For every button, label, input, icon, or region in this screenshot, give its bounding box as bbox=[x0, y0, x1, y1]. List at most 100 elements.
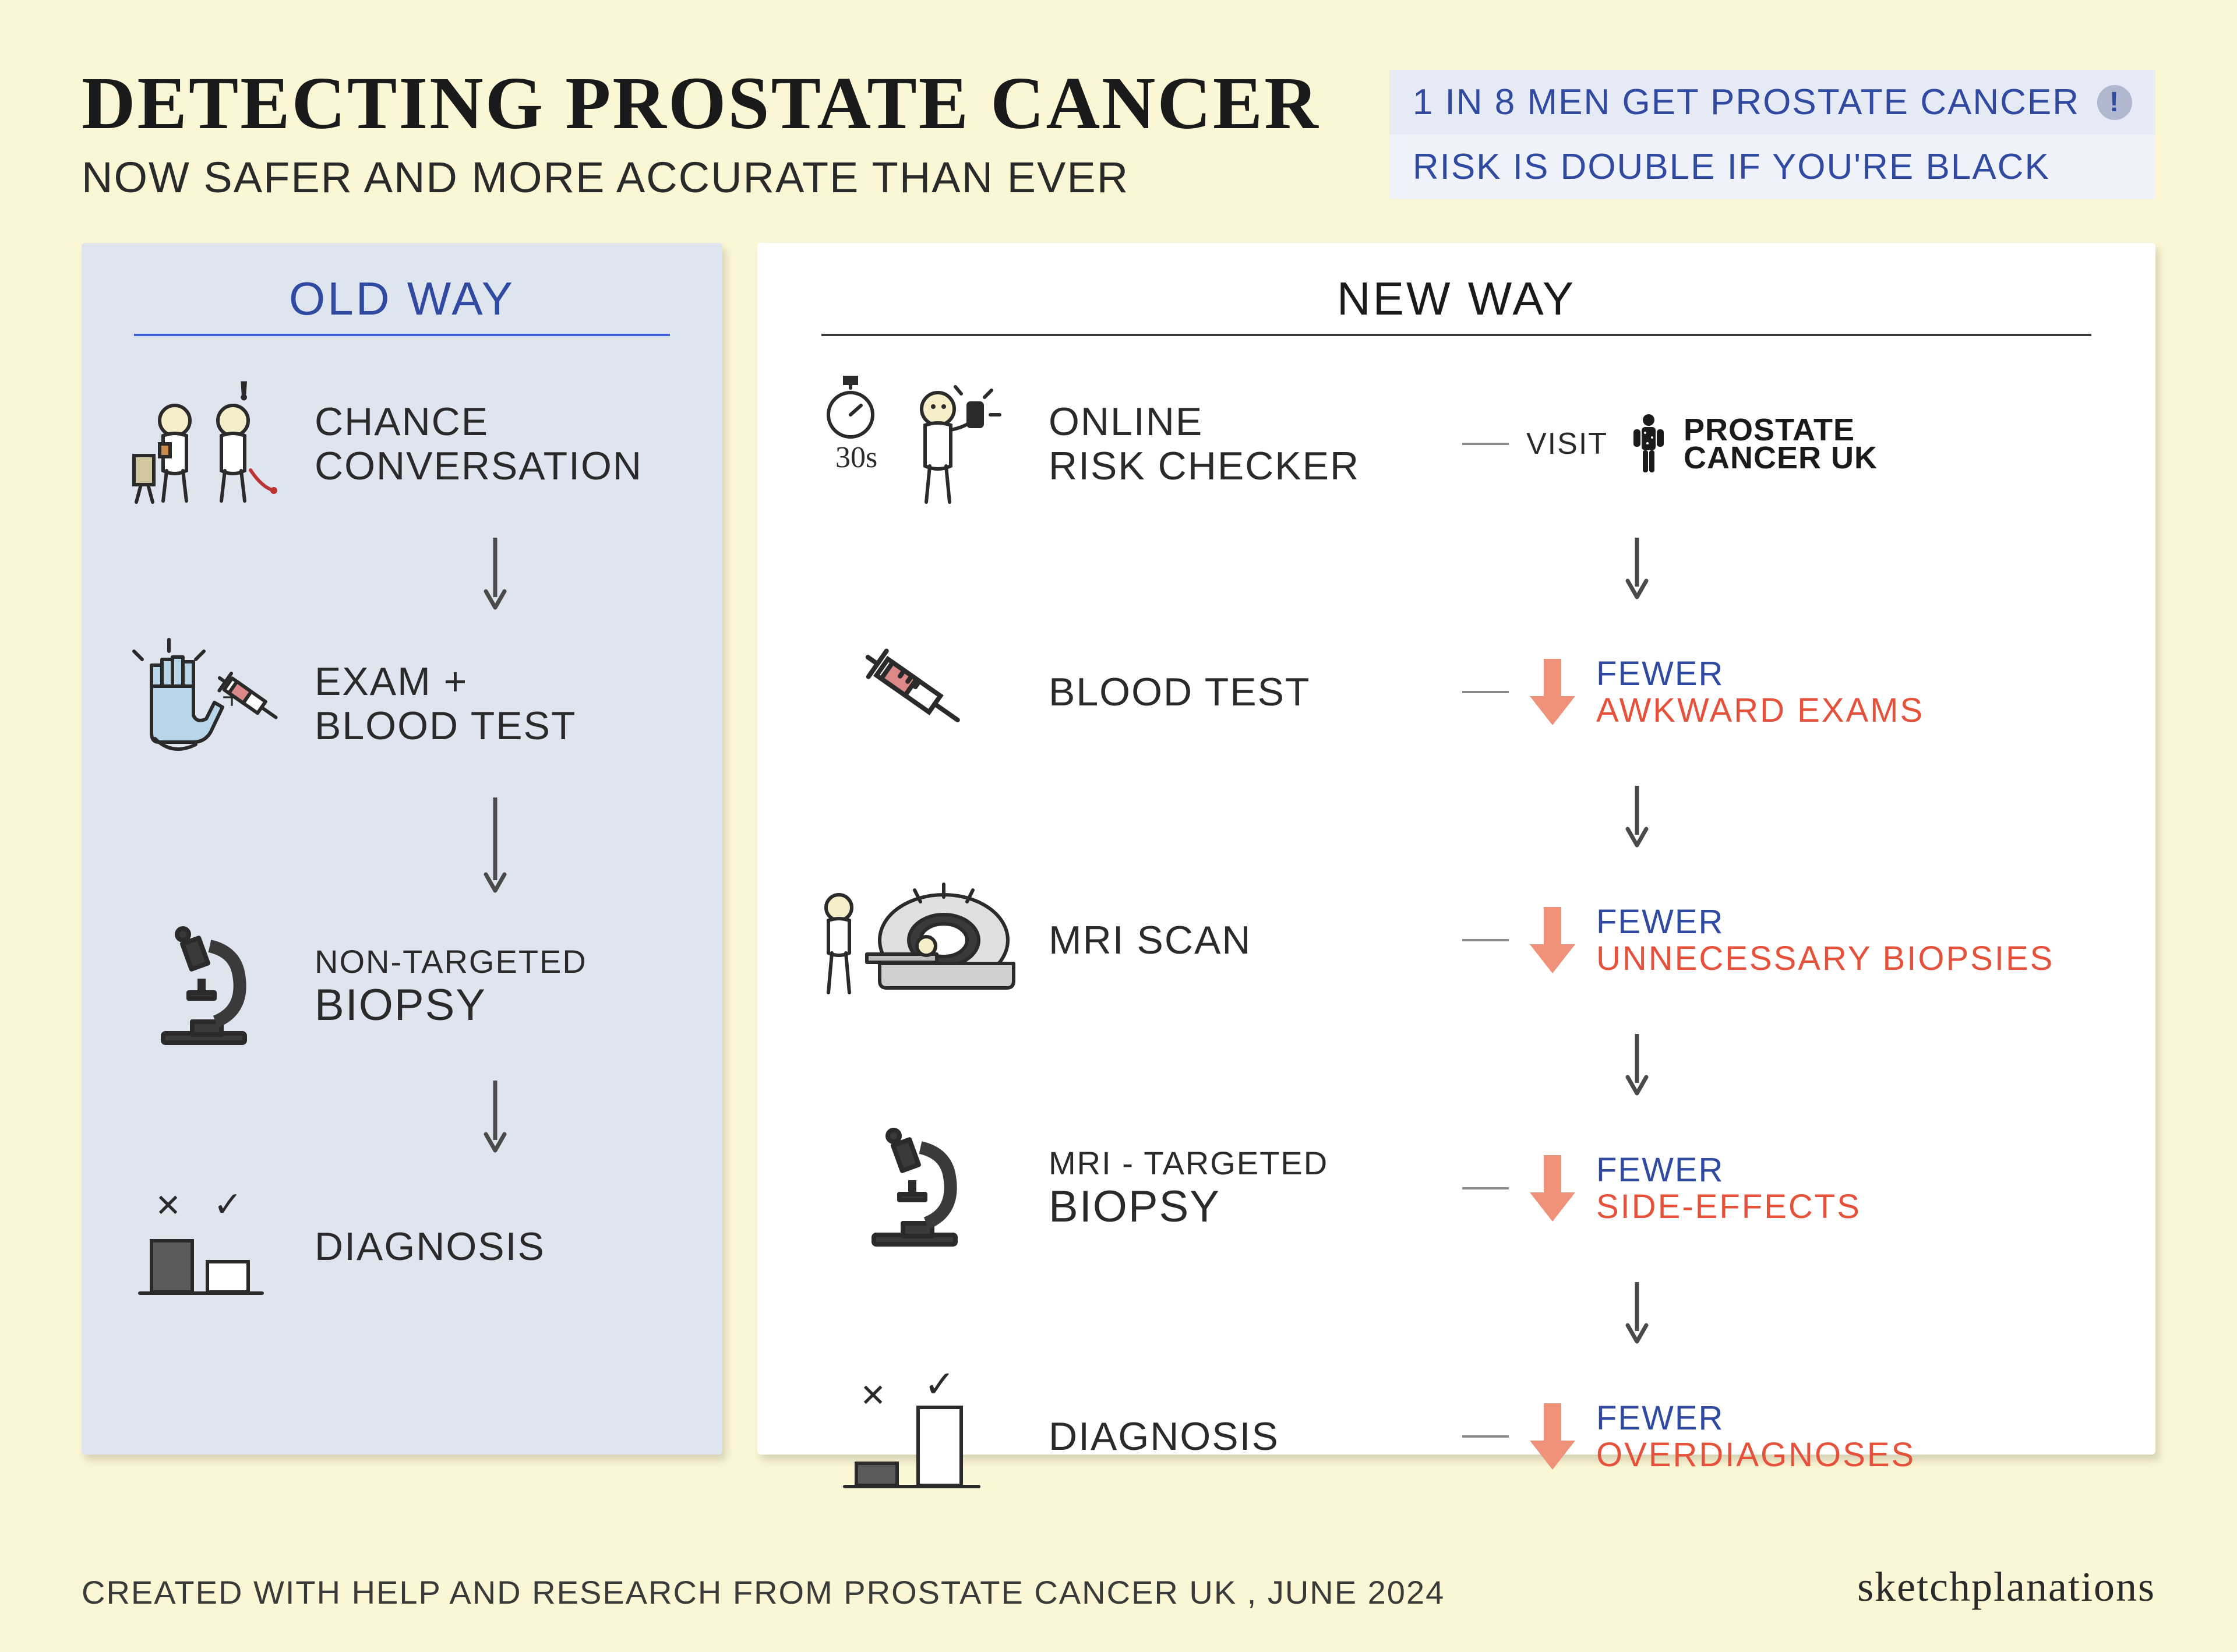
new-step-label: ONLINE RISK CHECKER bbox=[1049, 400, 1445, 488]
callout-text: 1 IN 8 MEN GET PROSTATE CANCER bbox=[1413, 82, 2080, 123]
label-line: NON-TARGETED bbox=[315, 944, 693, 980]
old-way-flow: ! CHANCE CONVERSATION bbox=[111, 359, 693, 1331]
old-way-title: OLD WAY bbox=[111, 272, 693, 326]
down-arrow-icon bbox=[1526, 1150, 1579, 1226]
new-step-biopsy: MRI - TARGETED BIOPSY FEWER SIDE-EFFECTS bbox=[798, 1104, 2115, 1273]
label-line: DIAGNOSIS bbox=[315, 1224, 545, 1269]
new-step-label: MRI SCAN bbox=[1049, 918, 1445, 962]
conversation-icon: ! bbox=[111, 380, 297, 508]
label-line: DIAGNOSIS bbox=[1049, 1414, 1279, 1459]
svg-text:✓: ✓ bbox=[213, 1188, 242, 1224]
benefit-fewer-overdiagnoses: FEWER OVERDIAGNOSES bbox=[1462, 1399, 2115, 1474]
old-step-exam: + bbox=[111, 619, 693, 788]
old-step-label: EXAM + BLOOD TEST bbox=[315, 659, 693, 748]
panels: OLD WAY bbox=[82, 243, 2155, 1455]
old-step-biopsy: NON-TARGETED BIOPSY bbox=[111, 902, 693, 1071]
svg-text:!: ! bbox=[240, 380, 248, 404]
callout-stat-1: 1 IN 8 MEN GET PROSTATE CANCER ! bbox=[1389, 70, 2155, 135]
old-step-label: NON-TARGETED BIOPSY bbox=[315, 944, 693, 1030]
flow-arrow-icon bbox=[478, 793, 513, 898]
flow-arrow-icon bbox=[1619, 533, 1654, 603]
label-line: BLOOD TEST bbox=[315, 704, 577, 748]
page: DETECTING PROSTATE CANCER NOW SAFER AND … bbox=[0, 0, 2237, 1652]
benefit-line2: UNNECESSARY BIOPSIES bbox=[1596, 940, 2054, 977]
bars-old-icon: ✕ ✓ bbox=[111, 1188, 297, 1305]
new-way-title: NEW WAY bbox=[798, 272, 2115, 326]
bars-new-icon: ✕ ✓ bbox=[798, 1372, 1031, 1501]
new-way-flow: 30s bbox=[798, 359, 2115, 1521]
label-line: BLOOD TEST bbox=[1049, 670, 1311, 714]
benefit-fewer-biopsies: FEWER UNNECESSARY BIOPSIES bbox=[1462, 902, 2115, 978]
syringe-icon bbox=[798, 640, 1031, 744]
new-step-blood-test: BLOOD TEST FEWER AWKWARD EXAMS bbox=[798, 608, 2115, 776]
old-step-label: CHANCE CONVERSATION bbox=[315, 400, 693, 488]
new-step-label: MRI - TARGETED BIOPSY bbox=[1049, 1145, 1445, 1231]
connector-dash bbox=[1462, 939, 1509, 941]
label-line: CHANCE bbox=[315, 400, 489, 444]
flow-arrow-icon bbox=[1619, 1029, 1654, 1099]
new-way-rule bbox=[821, 334, 2091, 336]
brand-line: CANCER UK bbox=[1684, 444, 1878, 472]
benefit-line2: AWKWARD EXAMS bbox=[1596, 692, 1924, 729]
connector-dash bbox=[1462, 1187, 1509, 1189]
benefit-fewer-exams: FEWER AWKWARD EXAMS bbox=[1462, 654, 2115, 730]
benefit-line2: OVERDIAGNOSES bbox=[1596, 1436, 1915, 1474]
callout-text: RISK IS DOUBLE IF YOU'RE BLACK bbox=[1413, 146, 2050, 188]
down-arrow-icon bbox=[1526, 1399, 1579, 1474]
connector-dash bbox=[1462, 691, 1509, 693]
header: DETECTING PROSTATE CANCER NOW SAFER AND … bbox=[82, 64, 2155, 202]
old-step-label: DIAGNOSIS bbox=[315, 1224, 693, 1269]
page-title: DETECTING PROSTATE CANCER bbox=[82, 64, 1354, 142]
benefit-line1: FEWER bbox=[1596, 1400, 1915, 1437]
brand-line: PROSTATE bbox=[1684, 416, 1878, 444]
old-step-conversation: ! CHANCE CONVERSATION bbox=[111, 359, 693, 528]
label-line: RISK CHECKER bbox=[1049, 444, 1360, 488]
new-step-risk-checker: 30s bbox=[798, 359, 2115, 528]
microscope-icon bbox=[798, 1124, 1031, 1252]
flow-arrow-icon bbox=[478, 533, 513, 615]
new-step-mri: MRI SCAN FEWER UNNECESSARY BIOPSIES bbox=[798, 856, 2115, 1025]
footer-signature: sketchplanations bbox=[1857, 1563, 2155, 1611]
page-subtitle: NOW SAFER AND MORE ACCURATE THAN EVER bbox=[82, 153, 1354, 202]
callout-stat-2: RISK IS DOUBLE IF YOU'RE BLACK bbox=[1389, 135, 2155, 199]
label-line: ONLINE bbox=[1049, 400, 1203, 444]
down-arrow-icon bbox=[1526, 654, 1579, 730]
microscope-icon bbox=[111, 923, 297, 1051]
label-line: CONVERSATION bbox=[315, 444, 643, 488]
flow-arrow-icon bbox=[1619, 1277, 1654, 1347]
footer-credit: CREATED WITH HELP AND RESEARCH FROM PROS… bbox=[82, 1573, 1445, 1611]
mri-icon bbox=[798, 876, 1031, 1004]
benefit-line2: SIDE-EFFECTS bbox=[1596, 1188, 1861, 1226]
time-label: 30s bbox=[835, 441, 877, 474]
visit-label: VISIT bbox=[1526, 426, 1608, 461]
label-line: MRI SCAN bbox=[1049, 918, 1251, 962]
footer: CREATED WITH HELP AND RESEARCH FROM PROS… bbox=[82, 1563, 2155, 1611]
svg-text:✕: ✕ bbox=[155, 1188, 181, 1223]
svg-text:✓: ✓ bbox=[924, 1372, 955, 1405]
label-line: EXAM + bbox=[315, 659, 468, 704]
brand-text: PROSTATE CANCER UK bbox=[1684, 416, 1878, 472]
connector-dash bbox=[1462, 1435, 1509, 1438]
svg-text:✕: ✕ bbox=[860, 1378, 886, 1413]
glove-icon: + bbox=[111, 634, 297, 774]
connector-dash bbox=[1462, 443, 1509, 445]
panel-old-way: OLD WAY bbox=[82, 243, 722, 1455]
down-arrow-icon bbox=[1526, 902, 1579, 978]
flow-arrow-icon bbox=[478, 1076, 513, 1157]
phone-30s-icon: 30s bbox=[798, 374, 1031, 514]
flow-arrow-icon bbox=[1619, 781, 1654, 851]
label-line: MRI - TARGETED bbox=[1049, 1145, 1445, 1182]
benefit-line1: FEWER bbox=[1596, 655, 1924, 693]
label-line: BIOPSY bbox=[1049, 1182, 1445, 1231]
prostate-cancer-uk-logo: PROSTATE CANCER UK bbox=[1625, 412, 1878, 476]
benefit-line1: FEWER bbox=[1596, 1152, 1861, 1189]
visit-prostate-cancer-uk[interactable]: VISIT bbox=[1462, 412, 2115, 476]
old-step-diagnosis: ✕ ✓ DIAGNOSIS bbox=[111, 1162, 693, 1331]
exclaim-icon: ! bbox=[2097, 85, 2132, 120]
benefit-line1: FEWER bbox=[1596, 903, 2054, 941]
label-line: BIOPSY bbox=[315, 980, 693, 1030]
header-left: DETECTING PROSTATE CANCER NOW SAFER AND … bbox=[82, 64, 1354, 202]
new-step-label: DIAGNOSIS bbox=[1049, 1414, 1445, 1459]
new-step-label: BLOOD TEST bbox=[1049, 670, 1445, 714]
new-step-diagnosis: ✕ ✓ DIAGNOSIS bbox=[798, 1352, 2115, 1521]
